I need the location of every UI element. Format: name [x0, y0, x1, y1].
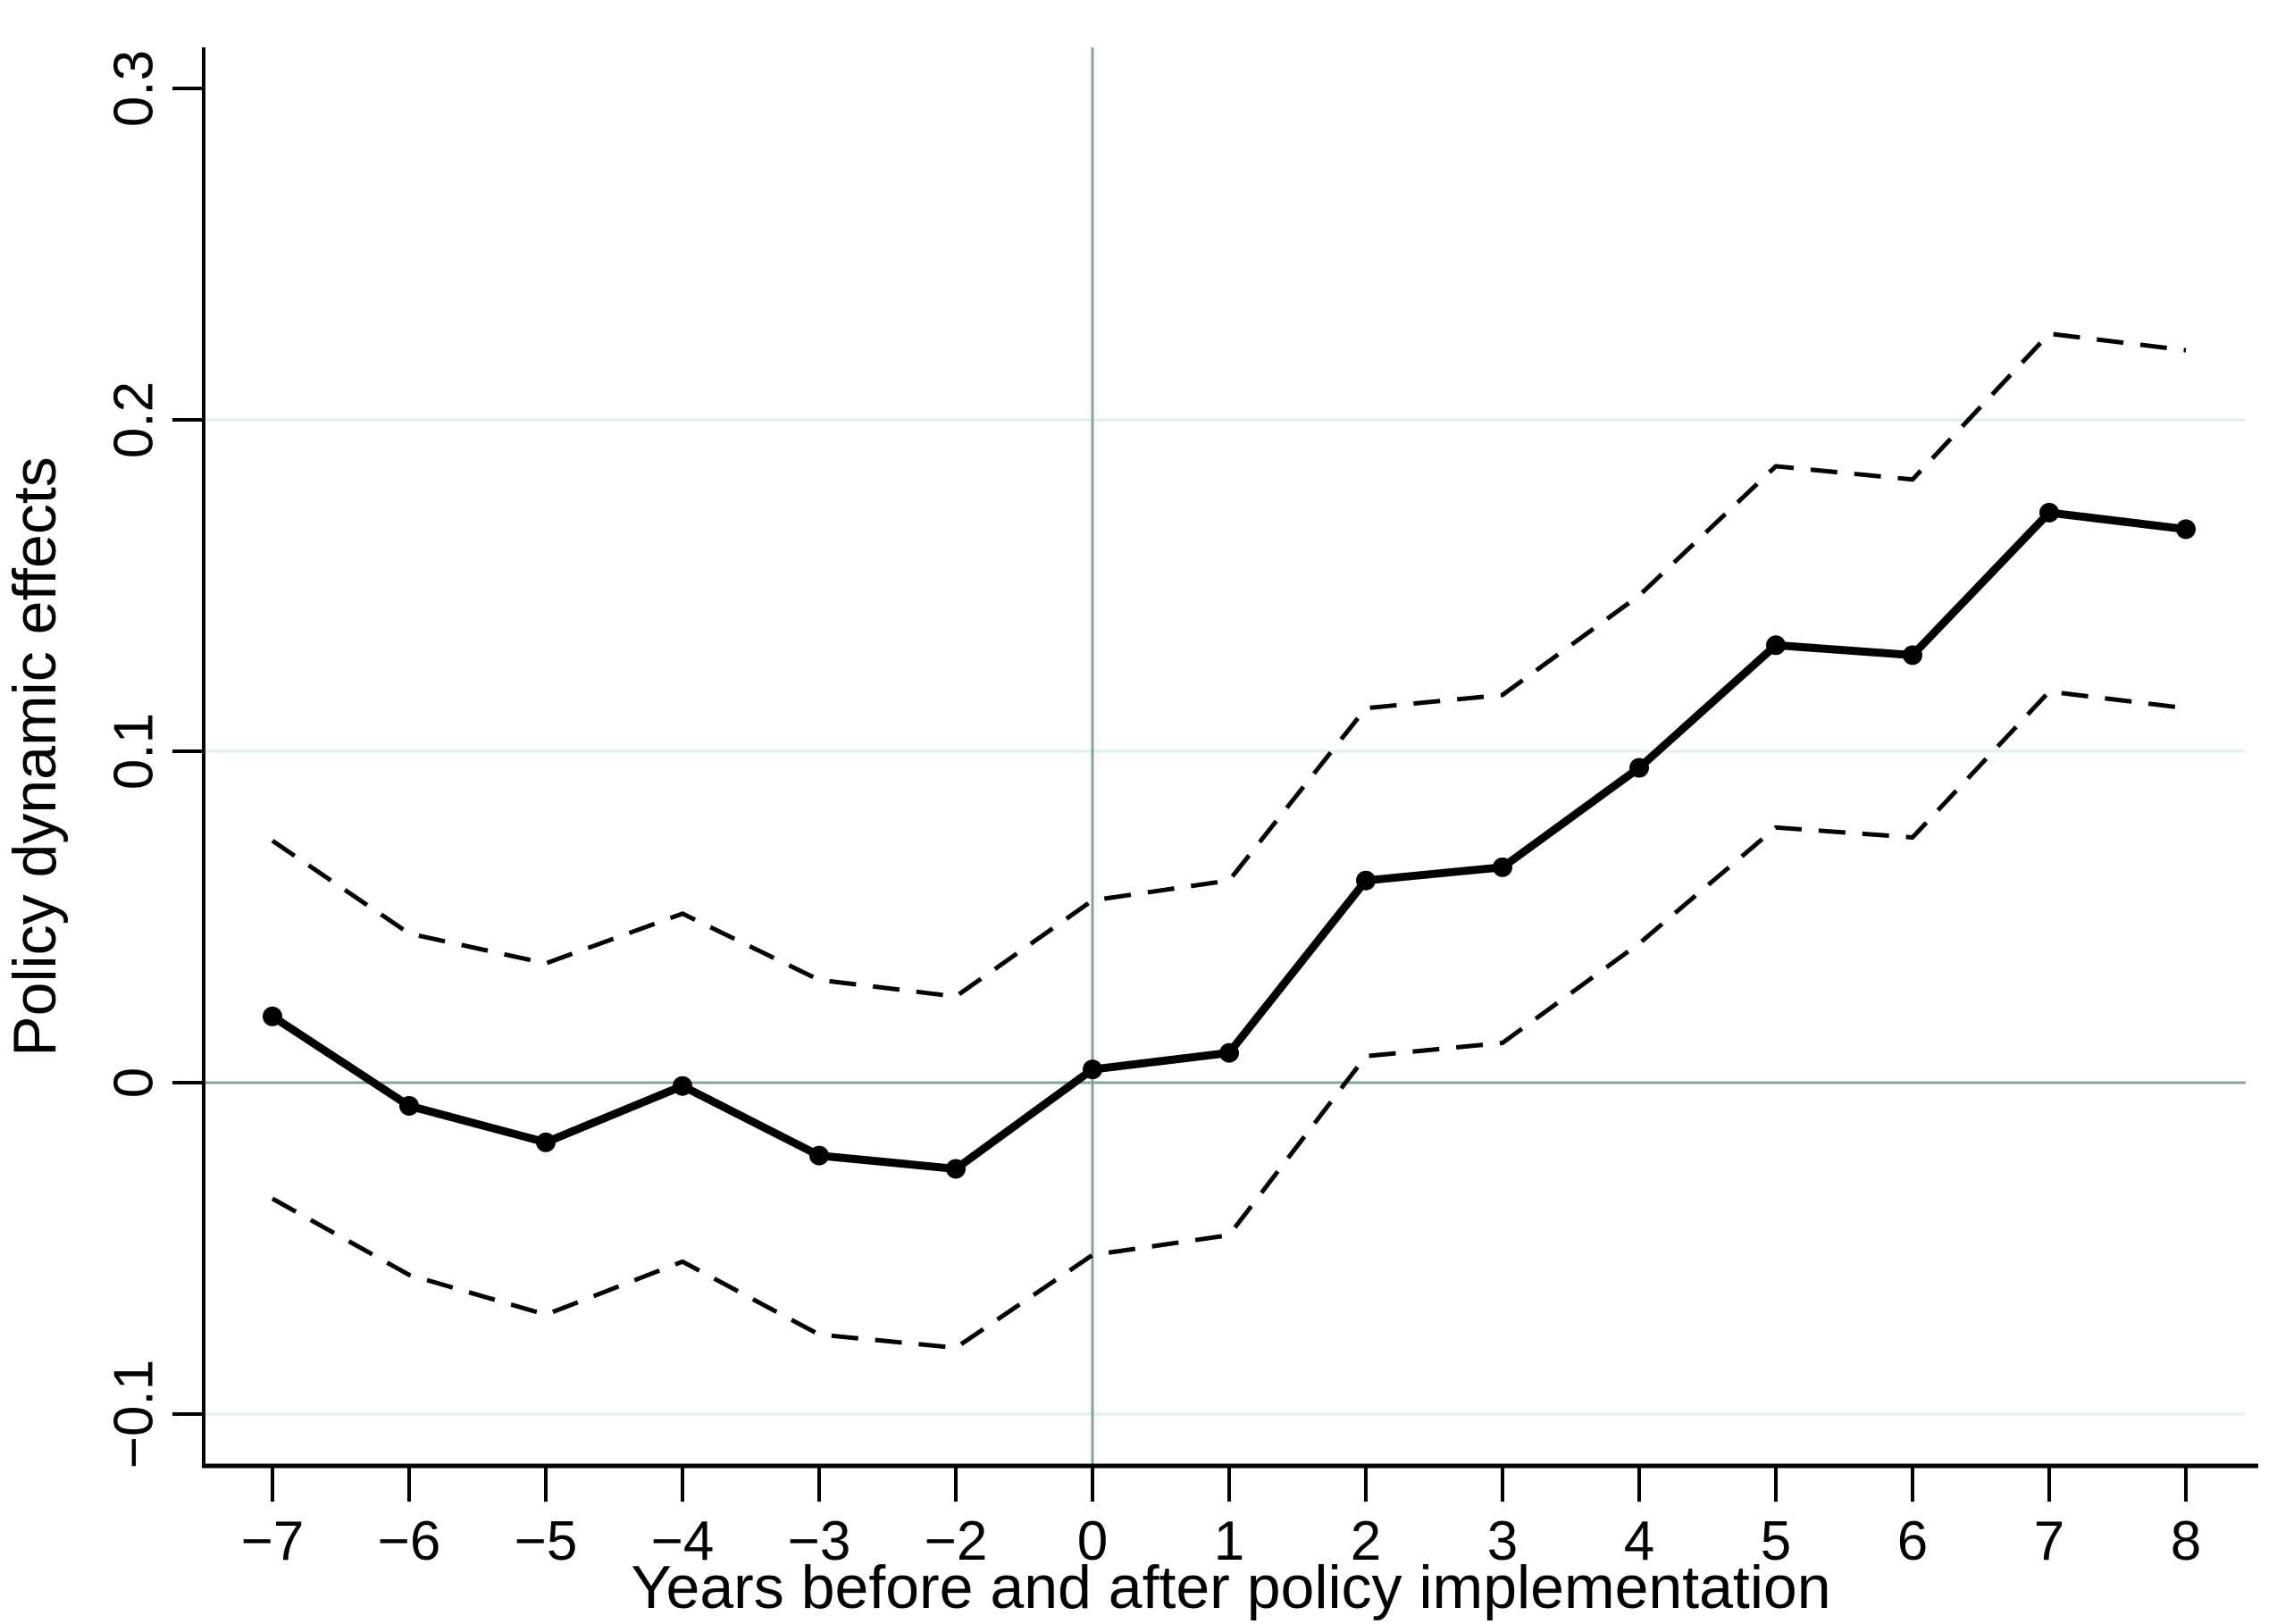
y-axis-title: Policy dynamic effects [1, 456, 69, 1056]
data-point-marker [1219, 1042, 1239, 1063]
data-point-marker [1629, 758, 1649, 778]
series-ci-lower-line [271, 689, 2187, 1351]
x-tick-label: 8 [2171, 1511, 2201, 1572]
data-point-marker [399, 1095, 419, 1116]
data-point-marker [1356, 870, 1376, 891]
x-tick-label: 3 [1487, 1511, 1518, 1572]
data-point-marker [536, 1132, 556, 1152]
x-tick-label: 4 [1624, 1511, 1654, 1572]
x-tick-label: 0 [1077, 1511, 1108, 1572]
data-point-marker [2039, 502, 2059, 523]
y-tick-label: 0 [104, 1067, 165, 1098]
x-tick-label: 1 [1214, 1511, 1244, 1572]
data-point-marker [1766, 635, 1786, 656]
y-tick-label: 0.2 [104, 381, 165, 458]
y-tick-label: 0.3 [104, 50, 165, 127]
x-tick-label: −6 [378, 1511, 441, 1572]
x-tick-label: 5 [1761, 1511, 1791, 1572]
series-layer [263, 331, 2196, 1351]
x-tick-label: 7 [2034, 1511, 2064, 1572]
data-point-marker [1493, 857, 1512, 877]
x-tick-label: 6 [1897, 1511, 1928, 1572]
data-point-marker [263, 1006, 282, 1026]
x-tick-label: −4 [651, 1511, 715, 1572]
label-layer: Years before and after policy implementa… [1, 50, 2201, 1621]
series-point-estimate-line [270, 508, 2187, 1173]
series-ci-upper-line [271, 331, 2187, 1000]
data-point-marker [946, 1159, 966, 1179]
reference-line-layer [204, 47, 2246, 1466]
data-point-marker [1083, 1059, 1102, 1080]
x-axis-title: Years before and after policy implementa… [631, 1553, 1830, 1621]
data-point-marker [1903, 645, 1922, 666]
x-tick-label: 2 [1351, 1511, 1381, 1572]
gridline-layer [204, 418, 2246, 1416]
y-tick-label: 0.1 [104, 713, 165, 790]
x-tick-label: −2 [925, 1511, 988, 1572]
x-tick-label: −7 [241, 1511, 305, 1572]
axis-layer [172, 47, 2258, 1502]
data-point-marker [673, 1076, 692, 1096]
y-tick-label: −0.1 [104, 1360, 165, 1469]
data-point-marker [2176, 519, 2196, 540]
data-point-marker [809, 1145, 829, 1166]
x-tick-label: −3 [788, 1511, 851, 1572]
x-tick-label: −5 [515, 1511, 578, 1572]
